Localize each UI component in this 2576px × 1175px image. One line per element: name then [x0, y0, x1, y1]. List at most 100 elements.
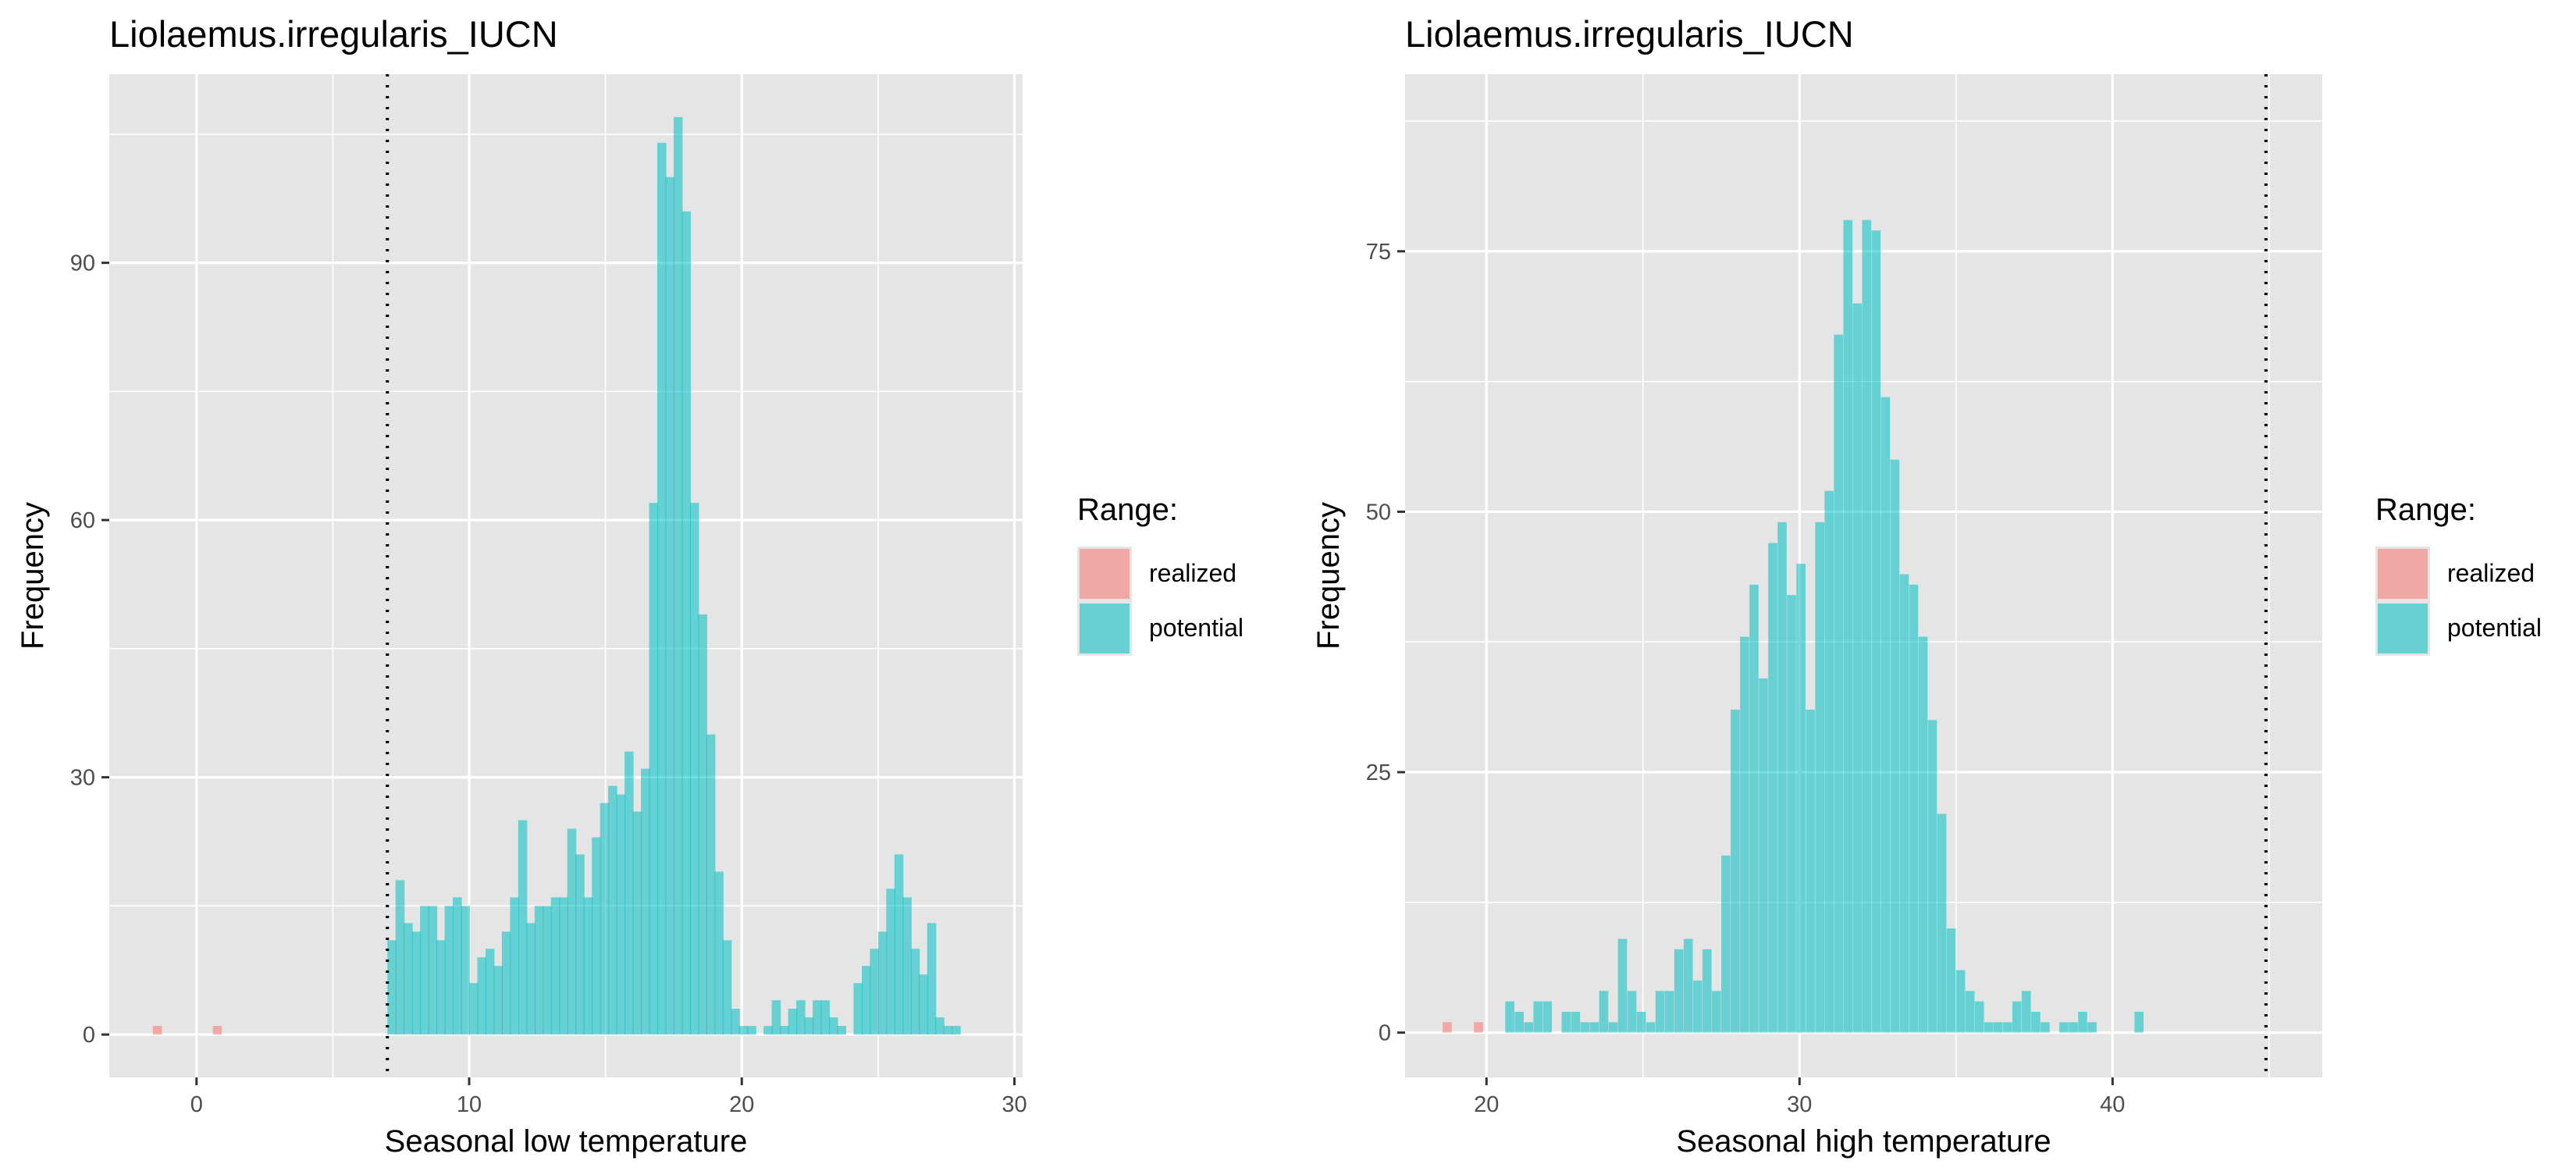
bar-potential	[1974, 1001, 1984, 1033]
bar-realized	[212, 1026, 222, 1035]
bar-potential	[485, 949, 495, 1035]
chart-title: Liolaemus.irregularis_IUCN	[1405, 13, 1854, 55]
bar-potential	[1702, 949, 1712, 1033]
bar-potential	[436, 940, 446, 1035]
bar-potential	[1965, 991, 1975, 1033]
bar-potential	[1937, 814, 1947, 1033]
bar-potential	[927, 923, 937, 1035]
bar-potential	[919, 974, 928, 1035]
bar-potential	[1636, 1011, 1646, 1033]
bar-potential	[1834, 334, 1844, 1033]
legend-label-potential: potential	[2447, 614, 2542, 642]
legend-swatch-potential	[2378, 604, 2428, 653]
bar-potential	[837, 1026, 847, 1035]
bar-potential	[763, 1026, 773, 1035]
bar-potential	[1561, 1011, 1571, 1033]
x-tick-label: 10	[457, 1092, 482, 1117]
bar-potential	[1824, 490, 1834, 1033]
bar-potential	[1740, 636, 1749, 1033]
bar-potential	[698, 614, 707, 1035]
bar-potential	[771, 1000, 781, 1035]
y-axis-ticks: 0 25 50 75	[1366, 240, 1405, 1046]
x-tick-label: 30	[1787, 1092, 1812, 1117]
bar-potential	[1880, 397, 1891, 1033]
bar-potential	[2069, 1022, 2078, 1033]
x-tick-label: 0	[190, 1092, 203, 1117]
bar-potential	[1599, 991, 1609, 1033]
bar-potential	[575, 854, 585, 1035]
y-tick-label: 60	[70, 508, 95, 533]
bar-potential	[477, 957, 487, 1035]
bar-potential	[2134, 1011, 2144, 1033]
bar-realized	[152, 1026, 162, 1035]
bar-potential	[681, 211, 691, 1035]
bar-potential	[714, 871, 724, 1035]
legend: Range: realized potential	[2375, 493, 2542, 656]
bar-potential	[526, 923, 535, 1035]
bar-potential	[2031, 1011, 2041, 1033]
bar-potential	[420, 906, 429, 1035]
bar-potential	[796, 1000, 806, 1035]
bar-potential	[559, 897, 568, 1035]
y-tick-label: 75	[1366, 240, 1391, 265]
bar-potential	[657, 142, 667, 1035]
bar-potential	[1796, 564, 1806, 1033]
bar-potential	[1674, 949, 1684, 1033]
bar-potential	[1759, 678, 1768, 1033]
chart-title: Liolaemus.irregularis_IUCN	[109, 13, 558, 55]
bar-potential	[1890, 459, 1900, 1033]
bar-potential	[1571, 1011, 1581, 1033]
bar-potential	[952, 1026, 961, 1035]
bar-potential	[1514, 1011, 1524, 1033]
bar-potential	[632, 811, 642, 1035]
x-axis-ticks: 20 30 40	[1474, 1077, 2125, 1117]
bar-potential	[813, 1000, 822, 1035]
legend: Range: realized potential	[1077, 493, 1244, 656]
bar-potential	[689, 503, 699, 1035]
bar-potential	[404, 923, 413, 1035]
bar-potential	[1627, 991, 1637, 1033]
x-tick-label: 20	[729, 1092, 754, 1117]
bar-potential	[534, 906, 544, 1035]
bar-potential	[1768, 543, 1777, 1033]
bar-potential	[1542, 1001, 1553, 1033]
bar-potential	[1580, 1022, 1590, 1033]
bar-potential	[1899, 574, 1909, 1033]
bar-potential	[2059, 1022, 2069, 1033]
x-tick-label: 20	[1474, 1092, 1499, 1117]
bar-potential	[1927, 720, 1937, 1033]
legend-label-realized: realized	[1149, 559, 1236, 587]
bar-potential	[2022, 991, 2031, 1033]
bar-potential	[411, 931, 422, 1035]
bar-potential	[1655, 991, 1665, 1033]
bar-potential	[592, 837, 601, 1035]
bar-potential	[550, 897, 560, 1035]
bar-potential	[1664, 991, 1674, 1033]
bar-potential	[722, 940, 732, 1035]
bar-potential	[616, 794, 626, 1035]
bar-potential	[543, 906, 552, 1035]
bar-potential	[395, 880, 405, 1035]
x-tick-label: 30	[1002, 1092, 1026, 1117]
bar-potential	[1862, 219, 1872, 1033]
chart-panel-low-temperature: 0 10 20 30 0 30 60 90 Liolaemus.irregularis_IU…	[16, 13, 1244, 1159]
bar-potential	[706, 734, 716, 1035]
bar-potential	[1871, 230, 1881, 1033]
y-tick-label: 0	[83, 1023, 95, 1048]
bar-potential	[641, 768, 650, 1035]
y-tick-label: 25	[1366, 760, 1391, 785]
bar-potential	[428, 906, 438, 1035]
bar-potential	[1955, 970, 1966, 1033]
legend-swatch-realized	[1080, 549, 1130, 599]
bar-potential	[738, 1026, 749, 1035]
bar-potential	[1787, 595, 1796, 1033]
bar-potential	[1815, 522, 1824, 1033]
legend-title: Range:	[2375, 493, 2476, 527]
bar-potential	[804, 1017, 814, 1035]
bar-potential	[673, 116, 683, 1035]
bar-potential	[2002, 1022, 2012, 1033]
bar-potential	[894, 854, 904, 1035]
bar-potential	[501, 931, 511, 1035]
bar-potential	[510, 897, 519, 1035]
